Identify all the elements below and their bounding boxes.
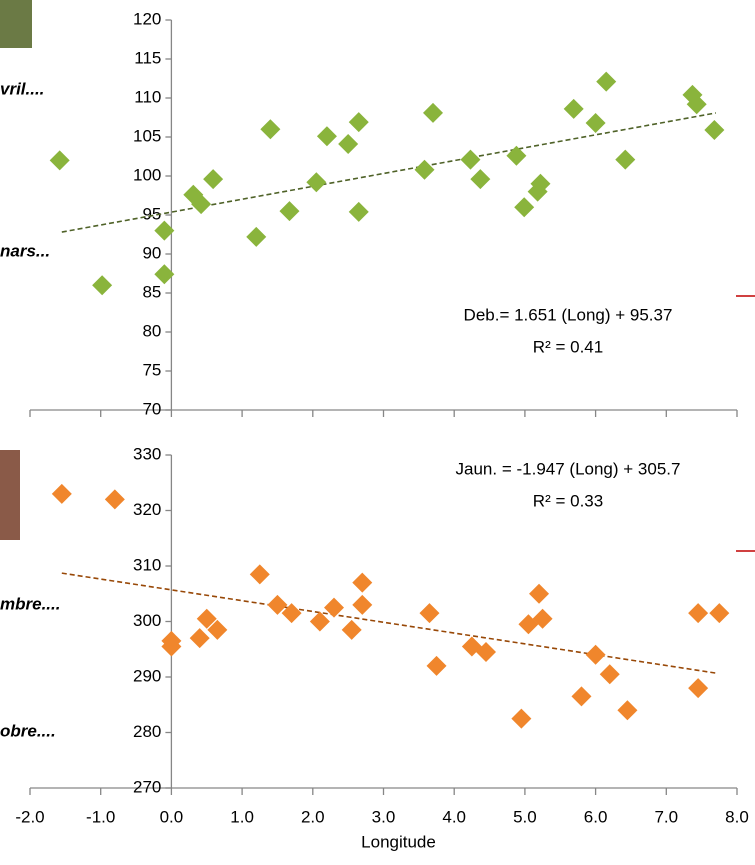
point xyxy=(154,220,175,241)
point xyxy=(249,564,270,585)
point xyxy=(419,603,440,624)
point xyxy=(476,642,497,663)
trendline xyxy=(61,112,716,233)
y-tick-label: 100 xyxy=(133,165,161,184)
point xyxy=(309,611,330,632)
y-tick-label: 80 xyxy=(142,321,161,340)
point xyxy=(306,172,327,193)
y-tick-label: 95 xyxy=(142,204,161,223)
side-annotation: vril.... xyxy=(0,79,44,98)
equation: Deb.= 1.651 (Long) + 95.37 xyxy=(464,305,673,324)
x-tick-label: 0.0 xyxy=(160,807,184,826)
point xyxy=(596,71,617,92)
y-tick-label: 280 xyxy=(133,722,161,741)
point xyxy=(352,594,373,615)
x-axis-label: Longitude xyxy=(361,832,436,851)
point xyxy=(686,94,707,115)
y-tick-label: 270 xyxy=(133,777,161,796)
point xyxy=(352,572,373,593)
point xyxy=(348,112,369,133)
x-tick-label: 8.0 xyxy=(725,807,749,826)
point xyxy=(267,594,288,615)
x-tick-label: 1.0 xyxy=(230,807,254,826)
y-tick-label: 290 xyxy=(133,666,161,685)
point xyxy=(422,102,443,123)
point xyxy=(530,173,551,194)
point xyxy=(688,603,709,624)
point xyxy=(514,197,535,218)
x-tick-label: 6.0 xyxy=(584,807,608,826)
point xyxy=(207,619,228,640)
point xyxy=(615,149,636,170)
point xyxy=(617,700,638,721)
point xyxy=(426,655,447,676)
y-tick-label: 320 xyxy=(133,500,161,519)
point xyxy=(709,603,730,624)
point xyxy=(104,489,125,510)
point xyxy=(338,134,359,155)
point xyxy=(511,708,532,729)
x-tick-label: -1.0 xyxy=(86,807,115,826)
point xyxy=(154,264,175,285)
point xyxy=(460,149,481,170)
r-squared: R² = 0.41 xyxy=(533,337,603,356)
x-tick-label: 7.0 xyxy=(654,807,678,826)
x-tick-label: 5.0 xyxy=(513,807,537,826)
y-tick-label: 110 xyxy=(134,87,161,106)
photo-crop xyxy=(0,0,32,48)
point xyxy=(470,169,491,190)
point xyxy=(348,201,369,222)
point xyxy=(571,686,592,707)
point xyxy=(203,169,224,190)
point xyxy=(246,226,267,247)
point xyxy=(92,275,113,296)
point xyxy=(599,664,620,685)
point xyxy=(563,98,584,119)
y-tick-label: 310 xyxy=(133,555,161,574)
y-tick-label: 85 xyxy=(142,282,161,301)
side-annotation: mbre.... xyxy=(0,594,60,613)
point xyxy=(704,119,725,140)
trendline xyxy=(61,572,716,674)
point xyxy=(585,112,606,133)
point xyxy=(316,126,337,147)
y-tick-label: 115 xyxy=(134,48,161,67)
y-tick-label: 120 xyxy=(133,9,161,28)
point xyxy=(279,201,300,222)
side-annotation: nars... xyxy=(0,241,50,260)
x-tick-label: -2.0 xyxy=(15,807,44,826)
point xyxy=(191,194,212,215)
point xyxy=(161,636,182,657)
y-tick-label: 90 xyxy=(142,243,161,262)
point xyxy=(585,644,606,665)
x-tick-label: 2.0 xyxy=(301,807,325,826)
point xyxy=(341,619,362,640)
point xyxy=(506,145,527,166)
x-tick-label: 4.0 xyxy=(442,807,466,826)
point xyxy=(189,628,210,649)
point xyxy=(414,159,435,180)
point xyxy=(532,608,553,629)
side-annotation: obre.... xyxy=(0,721,56,740)
r-squared: R² = 0.33 xyxy=(533,491,603,510)
point xyxy=(49,150,70,171)
equation: Jaun. = -1.947 (Long) + 305.7 xyxy=(456,459,681,478)
y-tick-label: 105 xyxy=(133,126,161,145)
y-tick-label: 75 xyxy=(142,360,161,379)
point xyxy=(688,678,709,699)
point xyxy=(324,597,345,618)
point xyxy=(260,119,281,140)
point xyxy=(196,608,217,629)
y-tick-label: 330 xyxy=(133,444,161,463)
y-tick-label: 300 xyxy=(133,611,161,630)
point xyxy=(281,603,302,624)
point xyxy=(51,483,72,504)
y-tick-label: 70 xyxy=(142,399,161,418)
x-tick-label: 3.0 xyxy=(372,807,396,826)
point xyxy=(529,583,550,604)
photo-crop xyxy=(0,450,20,540)
